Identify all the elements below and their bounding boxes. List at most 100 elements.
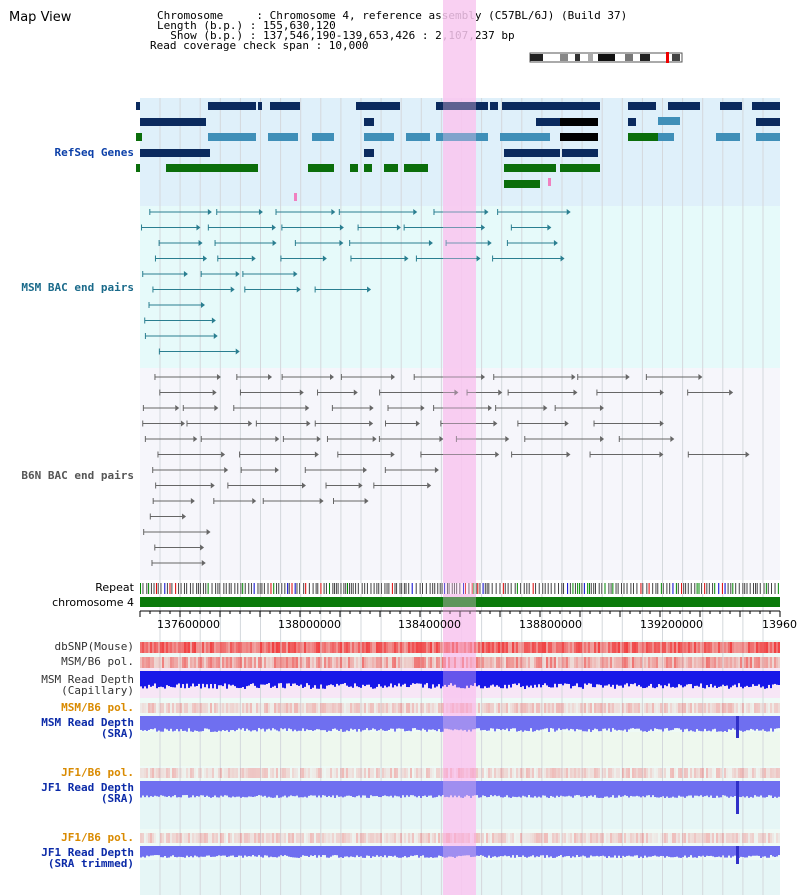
- density-cell: [654, 833, 656, 843]
- msm-sra-depth-bar: [590, 716, 592, 732]
- refseq-genes-label: RefSeq Genes: [54, 146, 134, 159]
- jf1-trim-depth-bar: [364, 846, 366, 858]
- density-cell: [228, 657, 230, 668]
- density-cell: [364, 642, 366, 653]
- density-cell: [194, 642, 196, 653]
- jf1-trim-depth-bar: [552, 846, 554, 858]
- msm-capillary-depth-bar: [198, 671, 200, 684]
- msm-sra-depth-bar: [256, 716, 258, 732]
- density-cell: [150, 768, 152, 778]
- jf1-trim-depth-bar: [208, 846, 210, 856]
- density-cell: [192, 642, 194, 653]
- repeat-element: [558, 583, 560, 594]
- density-cell: [538, 642, 540, 653]
- b6n-bac-pair: [369, 420, 374, 427]
- msm-capillary-depth-bar: [372, 671, 374, 689]
- jf1-sra-depth-bar: [486, 781, 488, 798]
- density-cell: [410, 642, 412, 653]
- msm-sra-depth-bar: [734, 716, 736, 730]
- msm-capillary-depth-bar: [530, 671, 532, 686]
- density-cell: [532, 642, 534, 653]
- density-cell: [276, 657, 278, 668]
- msm-capillary-depth-bar: [706, 671, 708, 686]
- density-cell: [184, 833, 186, 843]
- repeat-element: [587, 583, 589, 594]
- density-cell: [324, 768, 326, 778]
- jf1-sra-depth-bar: [600, 781, 602, 798]
- msm-sra-depth-bar: [230, 716, 232, 731]
- repeat-element: [242, 583, 244, 594]
- density-cell: [608, 833, 610, 843]
- jf1-trim-depth-bar: [344, 846, 346, 857]
- density-cell: [276, 642, 278, 653]
- density-cell: [630, 833, 632, 843]
- gene-feature: [350, 164, 358, 172]
- jf1-trim-depth-bar: [544, 846, 546, 858]
- density-cell: [226, 703, 228, 713]
- density-cell: [266, 768, 268, 778]
- msm-capillary-depth-bar: [306, 671, 308, 684]
- density-cell: [724, 768, 726, 778]
- repeat-element: [482, 583, 484, 594]
- density-cell: [398, 642, 400, 653]
- density-cell: [376, 642, 378, 653]
- msm-capillary-depth-bar: [188, 671, 190, 688]
- jf1-trim-depth-bar: [574, 846, 576, 858]
- density-cell: [744, 657, 746, 668]
- density-cell: [674, 703, 676, 713]
- repeat-element: [259, 583, 261, 594]
- density-cell: [140, 642, 142, 653]
- density-cell: [304, 768, 306, 778]
- density-cell: [404, 642, 406, 653]
- msm-capillary-depth-bar: [186, 671, 188, 684]
- msm-capillary-depth-bar: [338, 671, 340, 686]
- msm-sra-depth-bar: [672, 716, 674, 730]
- jf1-sra-depth-bar: [440, 781, 442, 797]
- density-cell: [614, 642, 616, 653]
- msm-sra-depth-bar: [578, 716, 580, 730]
- density-cell: [202, 703, 204, 713]
- msm-sra-depth-bar: [568, 716, 570, 731]
- density-cell: [238, 642, 240, 653]
- density-cell: [572, 657, 574, 668]
- density-cell: [152, 703, 154, 713]
- msm-capillary-depth-bar: [664, 671, 666, 686]
- density-cell: [382, 768, 384, 778]
- msm-bac-pair: [476, 255, 481, 262]
- density-cell: [592, 657, 594, 668]
- msm-capillary-depth-bar: [200, 671, 202, 689]
- msm-capillary-depth-bar: [268, 671, 270, 684]
- density-cell: [736, 657, 738, 668]
- msm-capillary-depth-bar: [438, 671, 440, 685]
- density-cell: [624, 703, 626, 713]
- density-cell: [764, 657, 766, 668]
- msm-sra-depth-bar: [440, 716, 442, 732]
- jf1-trim-depth-bar: [400, 846, 402, 858]
- jf1-sra-depth-bar: [280, 781, 282, 798]
- density-cell: [582, 703, 584, 713]
- density-cell: [350, 642, 352, 653]
- density-cell: [158, 703, 160, 713]
- density-cell: [484, 768, 486, 778]
- jf1-sra-depth-bar: [774, 781, 776, 797]
- jf1-sra-depth-bar: [282, 781, 284, 797]
- density-cell: [522, 833, 524, 843]
- b6n-bac-pair: [314, 451, 319, 458]
- jf1-trim-depth-bar: [526, 846, 528, 858]
- density-cell: [546, 833, 548, 843]
- density-cell: [140, 768, 142, 778]
- jf1-trim-depth-bar: [614, 846, 616, 856]
- density-cell: [650, 833, 652, 843]
- density-cell: [768, 657, 770, 668]
- jf1-trim-depth-bar: [766, 846, 768, 858]
- repeat-element: [380, 583, 382, 594]
- density-cell: [554, 833, 556, 843]
- msm-bac-pair: [331, 209, 336, 215]
- density-cell: [758, 833, 760, 843]
- jf1-trim-depth-bar: [218, 846, 220, 856]
- msm-capillary-depth-bar: [278, 671, 280, 684]
- density-cell: [624, 768, 626, 778]
- density-cell: [522, 642, 524, 653]
- density-cell: [298, 642, 300, 653]
